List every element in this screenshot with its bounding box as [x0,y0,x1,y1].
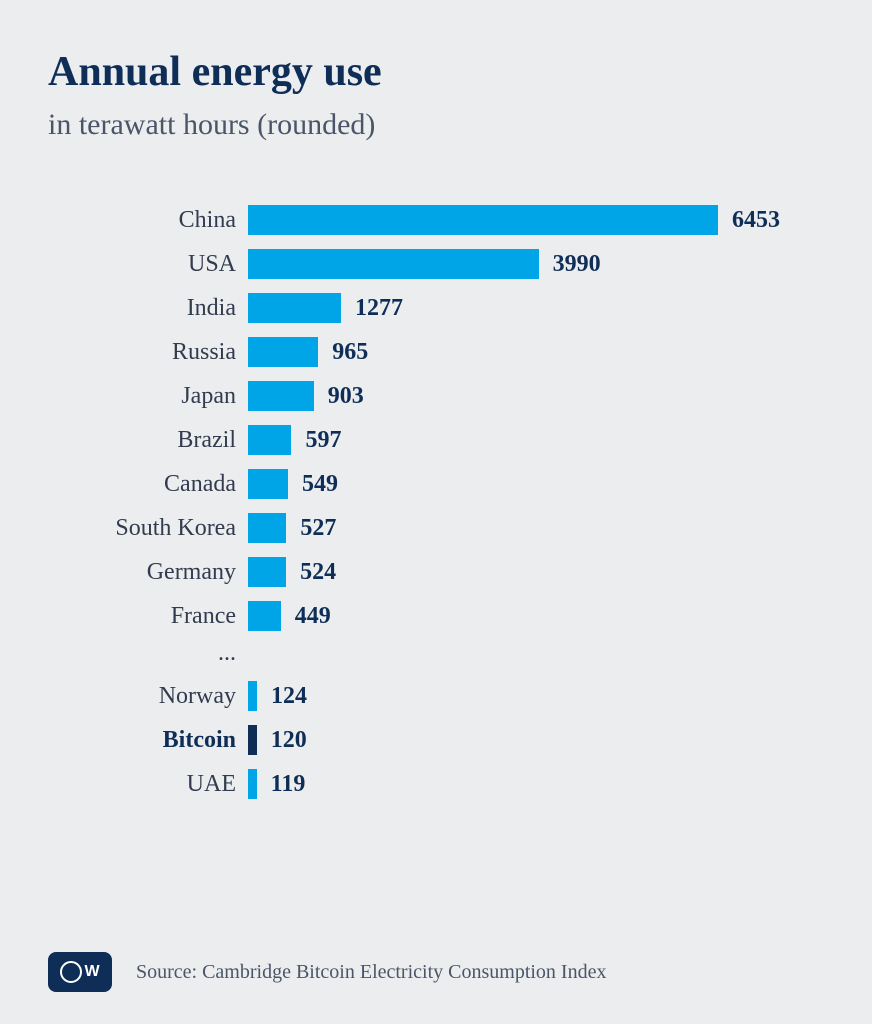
bar-row: Bitcoin 120 [68,718,824,762]
bar [248,381,314,411]
bar-row: China 6453 [68,198,824,242]
bar-value: 120 [271,727,307,754]
bar-row: Germany 524 [68,550,824,594]
bar-value: 3990 [553,251,601,278]
chart-title: Annual energy use [48,48,824,96]
bar-value: 119 [271,771,306,798]
bar-row: Russia 965 [68,330,824,374]
bar [248,513,286,543]
bar [248,601,281,631]
bar [248,293,341,323]
bar-row: USA 3990 [68,242,824,286]
bar-value: 549 [302,471,338,498]
bar [248,557,286,587]
bar-value: 524 [300,559,336,586]
bar-value: 124 [271,683,307,710]
bar-label: Japan [68,383,248,410]
bar-row: India 1277 [68,286,824,330]
logo-circle-icon [60,961,82,983]
bar-label: China [68,207,248,234]
bar [248,725,257,755]
bar-label: Norway [68,683,248,710]
bar [248,769,257,799]
bar-row: Japan 903 [68,374,824,418]
bar [248,425,291,455]
bar-row: Brazil 597 [68,418,824,462]
bar-label: South Korea [68,515,248,542]
ellipsis: ... [68,638,248,674]
bar-label: India [68,295,248,322]
bar-chart: China 6453 USA 3990 India 1277 Russia 965 Japan 9… [68,198,824,806]
chart-subtitle: in terawatt hours (rounded) [48,108,824,142]
dw-logo: W [48,952,112,992]
bar-label: Canada [68,471,248,498]
bar-label: France [68,603,248,630]
bar [248,249,539,279]
bar-value: 597 [305,427,341,454]
bar-value: 1277 [355,295,403,322]
bar-row: UAE 119 [68,762,824,806]
bar-value: 965 [332,339,368,366]
bar-value: 903 [328,383,364,410]
bar [248,681,257,711]
bar-label: Brazil [68,427,248,454]
bar-row: France 449 [68,594,824,638]
logo-text: W [84,963,99,981]
bar-value: 449 [295,603,331,630]
bar [248,205,718,235]
bar [248,337,318,367]
source-text: Source: Cambridge Bitcoin Electricity Co… [136,961,606,984]
footer: W Source: Cambridge Bitcoin Electricity … [48,952,824,992]
bar-label: Russia [68,339,248,366]
bar-label: Germany [68,559,248,586]
bar-row: South Korea 527 [68,506,824,550]
bar-row: Norway 124 [68,674,824,718]
bar-label: Bitcoin [68,727,248,754]
bar-value: 6453 [732,207,780,234]
bar-label: UAE [68,771,248,798]
bar-row: Canada 549 [68,462,824,506]
bar [248,469,288,499]
bar-value: 527 [300,515,336,542]
bar-label: USA [68,251,248,278]
